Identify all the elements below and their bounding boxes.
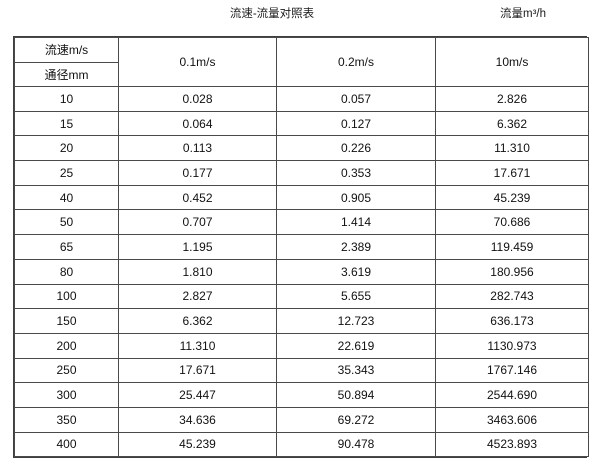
- flow-conversion-table: 流速m/s 0.1m/s 0.2m/s 10m/s 通径mm 10 0.028 0.…: [14, 37, 589, 458]
- cell-flow-v01: 0.064: [118, 110, 277, 137]
- cell-nominal-diameter: 150: [14, 308, 119, 334]
- cell-flow-v02: 0.127: [276, 110, 436, 137]
- table-row: 15 0.064 0.127 6.362: [14, 110, 589, 137]
- cell-nominal-diameter: 80: [14, 258, 119, 285]
- cell-flow-v10: 70.686: [435, 209, 589, 236]
- cell-flow-v02: 69.272: [276, 406, 436, 433]
- cell-nominal-diameter: 300: [14, 382, 119, 408]
- cell-flow-v01: 25.447: [118, 382, 277, 408]
- cell-flow-v02: 22.619: [276, 332, 436, 359]
- table-row: 10 0.028 0.057 2.826: [14, 86, 589, 112]
- caption-row: 流速-流量对照表 流量m³/h: [0, 0, 600, 36]
- header-row-bottom: 通径mm: [14, 61, 589, 87]
- table-row: 65 1.195 2.389 119.459: [14, 234, 589, 260]
- cell-nominal-diameter: 15: [14, 110, 119, 137]
- cell-flow-v02: 0.905: [276, 184, 436, 211]
- cell-flow-v01: 1.195: [118, 234, 277, 260]
- header-row-top: 流速m/s 0.1m/s 0.2m/s 10m/s: [14, 37, 589, 87]
- table-row: 40 0.452 0.905 45.239: [14, 184, 589, 211]
- cell-flow-v02: 1.414: [276, 209, 436, 236]
- cell-flow-v02: 50.894: [276, 382, 436, 408]
- cell-flow-v10: 282.743: [435, 283, 589, 310]
- cell-flow-v10: 45.239: [435, 184, 589, 211]
- table-row: 300 25.447 50.894 2544.690: [14, 382, 589, 408]
- cell-flow-v01: 1.810: [118, 258, 277, 285]
- cell-flow-v01: 0.028: [118, 86, 277, 112]
- cell-flow-v10: 11.310: [435, 135, 589, 162]
- cell-flow-v10: 1130.973: [435, 332, 589, 359]
- cell-flow-v01: 11.310: [118, 332, 277, 359]
- header-col-0.2ms[interactable]: 0.2m/s: [276, 37, 436, 87]
- cell-flow-v01: 34.636: [118, 406, 277, 433]
- table-row: 400 45.239 90.478 4523.893: [14, 431, 589, 458]
- table-row: 80 1.810 3.619 180.956: [14, 258, 589, 285]
- cell-flow-v01: 6.362: [118, 308, 277, 334]
- flow-unit-label: 流量m³/h: [500, 8, 546, 20]
- cell-flow-v01: 0.113: [118, 135, 277, 162]
- cell-flow-v02: 2.389: [276, 234, 436, 260]
- header-col-10ms[interactable]: 10m/s: [435, 37, 589, 87]
- cell-flow-v10: 2.826: [435, 86, 589, 112]
- cell-flow-v01: 0.177: [118, 160, 277, 186]
- cell-flow-v01: 0.707: [118, 209, 277, 236]
- table-row: 20 0.113 0.226 11.310: [14, 135, 589, 162]
- cell-nominal-diameter: 25: [14, 160, 119, 186]
- cell-flow-v01: 2.827: [118, 283, 277, 310]
- cell-flow-v10: 119.459: [435, 234, 589, 260]
- cell-flow-v02: 12.723: [276, 308, 436, 334]
- cell-flow-v02: 90.478: [276, 431, 436, 458]
- cell-flow-v02: 0.057: [276, 86, 436, 112]
- table-row: 350 34.636 69.272 3463.606: [14, 406, 589, 433]
- table-row: 50 0.707 1.414 70.686: [14, 209, 589, 236]
- cell-flow-v01: 45.239: [118, 431, 277, 458]
- header-col-0.1ms[interactable]: 0.1m/s: [118, 37, 277, 87]
- table-row: 250 17.671 35.343 1767.146: [14, 357, 589, 384]
- cell-flow-v10: 3463.606: [435, 406, 589, 433]
- table-row: 25 0.177 0.353 17.671: [14, 160, 589, 186]
- cell-nominal-diameter: 50: [14, 209, 119, 236]
- cell-flow-v01: 0.452: [118, 184, 277, 211]
- table-row: 100 2.827 5.655 282.743: [14, 283, 589, 310]
- cell-flow-v02: 0.353: [276, 160, 436, 186]
- cell-nominal-diameter: 10: [14, 86, 119, 112]
- cell-nominal-diameter: 65: [14, 234, 119, 260]
- cell-flow-v10: 17.671: [435, 160, 589, 186]
- cell-flow-v02: 0.226: [276, 135, 436, 162]
- cell-flow-v10: 4523.893: [435, 431, 589, 458]
- cell-nominal-diameter: 400: [14, 431, 119, 458]
- cell-nominal-diameter: 250: [14, 357, 119, 384]
- cell-flow-v10: 6.362: [435, 110, 589, 137]
- header-corner-diameter: 通径mm: [14, 61, 119, 87]
- cell-nominal-diameter: 350: [14, 406, 119, 433]
- cell-nominal-diameter: 200: [14, 332, 119, 359]
- header-corner-velocity: 流速m/s: [14, 37, 119, 63]
- cell-nominal-diameter: 40: [14, 184, 119, 211]
- cell-flow-v10: 636.173: [435, 308, 589, 334]
- table-row: 200 11.310 22.619 1130.973: [14, 332, 589, 359]
- cell-flow-v02: 3.619: [276, 258, 436, 285]
- cell-flow-v10: 180.956: [435, 258, 589, 285]
- cell-flow-v10: 1767.146: [435, 357, 589, 384]
- page-title: 流速-流量对照表: [229, 8, 315, 20]
- cell-nominal-diameter: 100: [14, 283, 119, 310]
- cell-flow-v01: 17.671: [118, 357, 277, 384]
- cell-flow-v02: 5.655: [276, 283, 436, 310]
- conversion-table-container: 流速m/s 0.1m/s 0.2m/s 10m/s 通径mm 10 0.028 0.…: [13, 36, 589, 458]
- cell-flow-v10: 2544.690: [435, 382, 589, 408]
- cell-nominal-diameter: 20: [14, 135, 119, 162]
- cell-flow-v02: 35.343: [276, 357, 436, 384]
- table-row: 150 6.362 12.723 636.173: [14, 308, 589, 334]
